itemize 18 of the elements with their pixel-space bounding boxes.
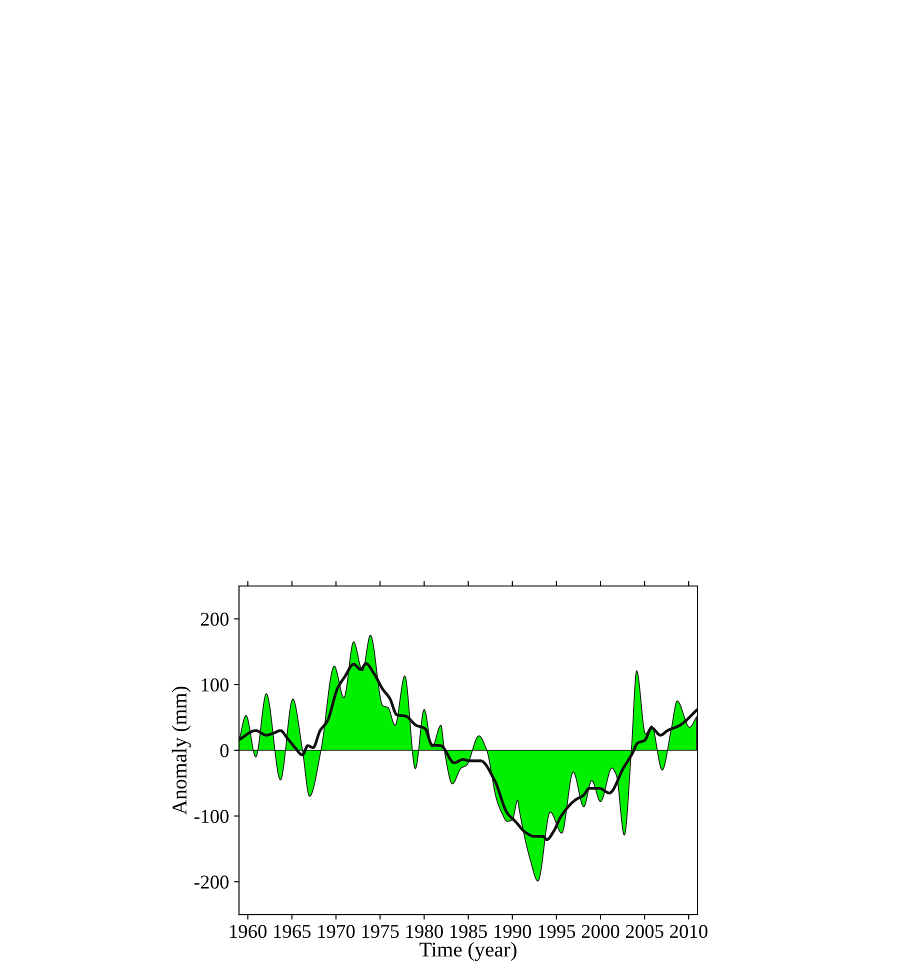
x-tick-label: 2000 [582, 924, 620, 938]
x-tick-label: 1990 [494, 924, 532, 938]
x-tick-label: 1985 [450, 924, 487, 938]
x-tick-label: 1960 [230, 924, 267, 938]
x-tick-label: 1980 [406, 924, 443, 938]
x-tick-label: 1975 [362, 924, 399, 938]
x-tick-label: 1965 [274, 924, 311, 938]
y-axis-title: Anomaly (mm) [172, 686, 191, 815]
x-tick-label: 1970 [318, 924, 355, 938]
y-tick-label: 0 [220, 744, 229, 758]
y-tick-label: -200 [194, 876, 229, 889]
x-tick-label: 2005 [626, 924, 664, 938]
x-axis-title: Time (year) [420, 942, 516, 961]
y-tick-label: 200 [200, 612, 229, 626]
y-tick-label: 100 [202, 678, 229, 692]
y-tick-label: -100 [194, 810, 229, 823]
x-tick-label: 2010 [670, 924, 708, 938]
x-tick-label: 1995 [538, 924, 576, 938]
